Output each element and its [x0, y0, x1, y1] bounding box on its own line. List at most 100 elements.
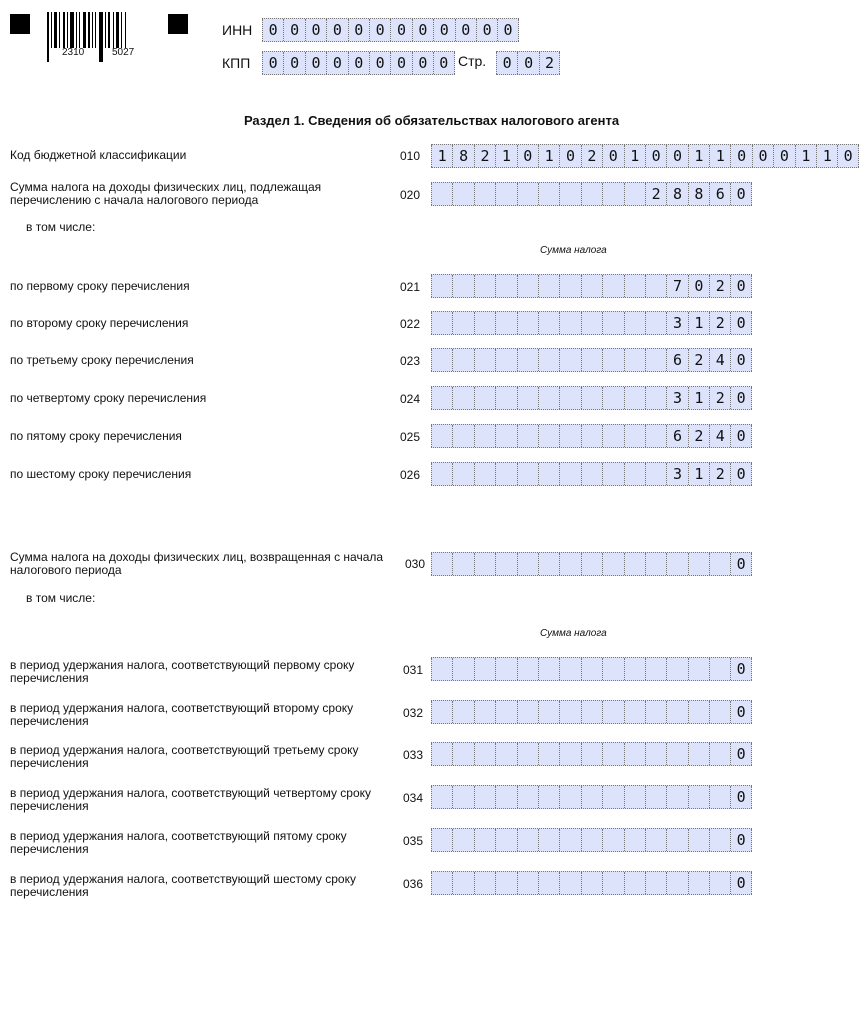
- digit-cell: [559, 312, 580, 334]
- digit-cell: [623, 312, 645, 334]
- returned-row-field[interactable]: 0: [431, 657, 752, 681]
- digit-cell: 0: [730, 829, 752, 851]
- digit-cell: [473, 275, 495, 297]
- withheld-total-label: Сумма налога на доходы физических лиц, п…: [10, 180, 322, 207]
- digit-cell: [537, 701, 559, 723]
- returned-row-field[interactable]: 0: [431, 785, 752, 809]
- digit-cell: [473, 387, 495, 409]
- digit-cell: [495, 743, 516, 765]
- digit-cell: [537, 275, 559, 297]
- digit-cell: 3: [666, 312, 687, 334]
- digit-cell: [452, 275, 473, 297]
- digit-cell: 0: [390, 19, 411, 41]
- digit-cell: [452, 553, 473, 575]
- returned-row-field[interactable]: 0: [431, 871, 752, 895]
- digit-cell: [687, 786, 709, 808]
- digit-cell: [452, 829, 473, 851]
- digit-cell: [666, 701, 687, 723]
- returned-row-field[interactable]: 0: [431, 828, 752, 852]
- digit-cell: [559, 463, 580, 485]
- returned-row-field[interactable]: 0: [431, 700, 752, 724]
- returned-total-code: 030: [405, 557, 426, 571]
- digit-cell: 0: [730, 145, 751, 167]
- digit-cell: 0: [730, 463, 752, 485]
- digit-cell: [666, 553, 687, 575]
- digit-cell: 2: [709, 312, 730, 334]
- digit-cell: 7: [666, 275, 687, 297]
- inn-label: ИНН: [222, 22, 253, 38]
- digit-cell: [495, 425, 516, 447]
- digit-cell: [473, 786, 495, 808]
- digit-cell: [687, 872, 709, 894]
- digit-cell: [602, 872, 623, 894]
- withheld-row-code: 021: [400, 280, 421, 294]
- digit-cell: [516, 658, 538, 680]
- digit-cell: 8: [452, 145, 473, 167]
- digit-cell: [644, 658, 666, 680]
- withheld-row-label: по четвертому сроку перечисления: [10, 391, 207, 405]
- digit-cell: 0: [644, 145, 666, 167]
- digit-cell: [644, 387, 666, 409]
- digit-cell: [623, 463, 645, 485]
- digit-cell: [473, 463, 495, 485]
- kbk-label: Код бюджетной классификации: [10, 148, 187, 162]
- digit-cell: [644, 701, 666, 723]
- withheld-row-label: по второму сроку перечисления: [10, 316, 189, 330]
- digit-cell: 2: [709, 387, 730, 409]
- digit-cell: [516, 701, 538, 723]
- digit-cell: [431, 658, 452, 680]
- digit-cell: [602, 387, 623, 409]
- digit-cell: [687, 658, 709, 680]
- digit-cell: [644, 786, 666, 808]
- digit-cell: 0: [751, 145, 773, 167]
- withheld-row-label: по пятому сроку перечисления: [10, 429, 182, 443]
- digit-cell: 0: [347, 52, 369, 74]
- barcode-bar: [76, 12, 77, 48]
- digit-cell: 0: [730, 425, 752, 447]
- digit-cell: [559, 425, 580, 447]
- digit-cell: [623, 829, 645, 851]
- digit-cell: [473, 743, 495, 765]
- digit-cell: 0: [411, 19, 433, 41]
- digit-cell: 0: [730, 743, 752, 765]
- kbk-code: 010: [400, 149, 421, 163]
- returned-row-code: 036: [403, 877, 424, 891]
- digit-cell: 0: [304, 52, 326, 74]
- digit-cell: 1: [794, 145, 816, 167]
- digit-cell: [644, 553, 666, 575]
- digit-cell: 0: [262, 52, 283, 74]
- digit-cell: [537, 463, 559, 485]
- digit-cell: [644, 349, 666, 371]
- withheld-row-label: по шестому сроку перечисления: [10, 467, 192, 481]
- digit-cell: [452, 349, 473, 371]
- digit-cell: 0: [475, 19, 497, 41]
- section-title: Раздел 1. Сведения об обязательствах нал…: [243, 113, 620, 128]
- digit-cell: [580, 312, 602, 334]
- digit-cell: 0: [730, 312, 752, 334]
- digit-cell: [452, 872, 473, 894]
- digit-cell: [431, 463, 452, 485]
- digit-cell: [516, 463, 538, 485]
- digit-cell: [495, 349, 516, 371]
- returned-total-field[interactable]: 0: [431, 552, 752, 576]
- digit-cell: [559, 387, 580, 409]
- digit-cell: [431, 275, 452, 297]
- digit-cell: 3: [666, 463, 687, 485]
- digit-cell: [537, 425, 559, 447]
- digit-cell: [516, 312, 538, 334]
- barcode-bar: [51, 12, 52, 48]
- digit-cell: [602, 183, 623, 205]
- barcode-bar: [125, 12, 126, 48]
- returned-row-field[interactable]: 0: [431, 742, 752, 766]
